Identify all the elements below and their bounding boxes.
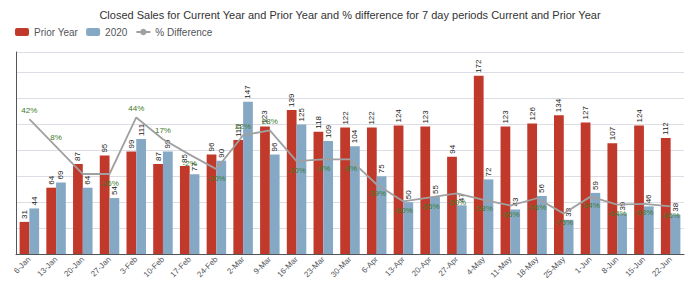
svg-text:46: 46 bbox=[644, 194, 653, 203]
svg-text:44%: 44% bbox=[128, 104, 144, 113]
svg-text:9-Mar: 9-Mar bbox=[252, 255, 273, 276]
svg-text:28%: 28% bbox=[262, 117, 278, 126]
svg-text:54: 54 bbox=[109, 186, 119, 196]
svg-text:17-Feb: 17-Feb bbox=[169, 254, 194, 279]
svg-text:15-Jun: 15-Jun bbox=[623, 255, 647, 279]
svg-text:Prior Year: Prior Year bbox=[34, 27, 79, 38]
svg-text:4-May: 4-May bbox=[465, 255, 487, 277]
svg-text:55: 55 bbox=[431, 185, 440, 194]
svg-text:94: 94 bbox=[448, 144, 457, 153]
svg-text:11-May: 11-May bbox=[489, 255, 514, 280]
svg-text:99: 99 bbox=[127, 139, 136, 148]
svg-text:24-Feb: 24-Feb bbox=[195, 254, 220, 279]
svg-text:20-Jan: 20-Jan bbox=[62, 255, 86, 279]
svg-text:6-Jan: 6-Jan bbox=[12, 255, 32, 275]
svg-text:134: 134 bbox=[554, 98, 563, 112]
svg-text:20-Apr: 20-Apr bbox=[410, 255, 434, 279]
svg-text:-2%: -2% bbox=[183, 159, 197, 168]
svg-text:13-Jan: 13-Jan bbox=[36, 255, 60, 279]
svg-text:126: 126 bbox=[528, 107, 537, 121]
svg-text:96: 96 bbox=[207, 142, 216, 151]
svg-text:107: 107 bbox=[608, 126, 617, 140]
svg-text:8%: 8% bbox=[50, 133, 62, 142]
svg-text:6-Apr: 6-Apr bbox=[360, 255, 380, 275]
svg-text:90: 90 bbox=[217, 148, 226, 157]
svg-text:64: 64 bbox=[47, 175, 56, 184]
svg-text:39: 39 bbox=[617, 201, 627, 211]
svg-text:-58%: -58% bbox=[474, 204, 493, 213]
svg-text:-64%: -64% bbox=[608, 209, 627, 218]
svg-text:43: 43 bbox=[510, 197, 520, 207]
svg-text:75: 75 bbox=[377, 164, 386, 173]
svg-text:17%: 17% bbox=[155, 126, 171, 135]
svg-text:50: 50 bbox=[404, 190, 413, 199]
svg-text:64: 64 bbox=[83, 175, 92, 184]
svg-text:38: 38 bbox=[671, 202, 680, 212]
svg-text:-56%: -56% bbox=[528, 203, 547, 212]
svg-text:123: 123 bbox=[501, 110, 510, 124]
svg-text:Closed Sales for Current Year: Closed Sales for Current Year and Prior … bbox=[99, 9, 601, 21]
svg-text:-66%: -66% bbox=[661, 211, 680, 220]
svg-text:122: 122 bbox=[367, 111, 376, 125]
svg-text:-8%: -8% bbox=[343, 164, 357, 173]
svg-text:-50%: -50% bbox=[448, 198, 467, 207]
svg-text:112: 112 bbox=[661, 122, 670, 135]
svg-text:18-May: 18-May bbox=[515, 255, 540, 280]
svg-text:1-Jun: 1-Jun bbox=[573, 255, 593, 275]
svg-text:-8%: -8% bbox=[316, 164, 330, 173]
svg-text:-54%: -54% bbox=[581, 201, 600, 210]
svg-text:95: 95 bbox=[100, 143, 109, 152]
svg-text:96: 96 bbox=[270, 142, 279, 151]
svg-text:-63%: -63% bbox=[635, 208, 654, 217]
svg-text:23-Mar: 23-Mar bbox=[302, 255, 326, 279]
svg-text:10-Feb: 10-Feb bbox=[142, 254, 167, 279]
svg-text:22-Jun: 22-Jun bbox=[650, 255, 674, 279]
svg-text:122: 122 bbox=[341, 111, 350, 125]
svg-text:59: 59 bbox=[591, 180, 600, 189]
svg-text:124: 124 bbox=[635, 109, 644, 123]
svg-text:124: 124 bbox=[394, 109, 403, 123]
svg-text:172: 172 bbox=[474, 59, 483, 73]
svg-text:33: 33 bbox=[564, 207, 574, 217]
svg-text:99: 99 bbox=[163, 139, 173, 149]
svg-text:3-Feb: 3-Feb bbox=[118, 254, 140, 276]
svg-text:2-Mar: 2-Mar bbox=[225, 255, 246, 276]
svg-text:-20%: -20% bbox=[207, 174, 226, 183]
svg-text:-10%: -10% bbox=[287, 166, 306, 175]
svg-text:8-Jun: 8-Jun bbox=[600, 255, 620, 275]
svg-text:31: 31 bbox=[20, 209, 29, 218]
svg-text:118: 118 bbox=[314, 115, 323, 128]
svg-text:125: 125 bbox=[297, 108, 306, 122]
svg-text:72: 72 bbox=[484, 167, 493, 176]
svg-text:22%: 22% bbox=[235, 122, 251, 131]
svg-text:87: 87 bbox=[73, 151, 82, 160]
svg-text:56: 56 bbox=[537, 184, 546, 193]
svg-text:-60%: -60% bbox=[394, 206, 413, 215]
svg-text:-65%: -65% bbox=[501, 210, 520, 219]
svg-text:-26%: -26% bbox=[100, 179, 119, 188]
svg-text:104: 104 bbox=[350, 129, 359, 143]
svg-text:139: 139 bbox=[287, 93, 296, 107]
svg-text:30-Mar: 30-Mar bbox=[329, 255, 353, 279]
svg-text:% Difference: % Difference bbox=[155, 27, 213, 38]
svg-text:109: 109 bbox=[324, 124, 333, 138]
svg-text:27-Jan: 27-Jan bbox=[89, 255, 113, 279]
svg-text:69: 69 bbox=[56, 170, 65, 179]
svg-text:44: 44 bbox=[30, 196, 39, 205]
svg-text:111: 111 bbox=[137, 123, 146, 136]
svg-text:13-Apr: 13-Apr bbox=[383, 255, 407, 279]
svg-text:2020: 2020 bbox=[105, 27, 128, 38]
svg-text:27-Apr: 27-Apr bbox=[437, 255, 461, 279]
svg-text:87: 87 bbox=[154, 151, 163, 160]
svg-text:-75%: -75% bbox=[554, 218, 573, 227]
svg-text:123: 123 bbox=[421, 110, 430, 124]
svg-text:25-May: 25-May bbox=[542, 255, 567, 280]
svg-text:-39%: -39% bbox=[367, 189, 386, 198]
svg-text:-55%: -55% bbox=[421, 202, 440, 211]
svg-text:147: 147 bbox=[243, 85, 252, 99]
svg-text:16-Mar: 16-Mar bbox=[275, 255, 299, 279]
svg-text:42%: 42% bbox=[21, 106, 37, 115]
svg-text:127: 127 bbox=[581, 106, 590, 120]
